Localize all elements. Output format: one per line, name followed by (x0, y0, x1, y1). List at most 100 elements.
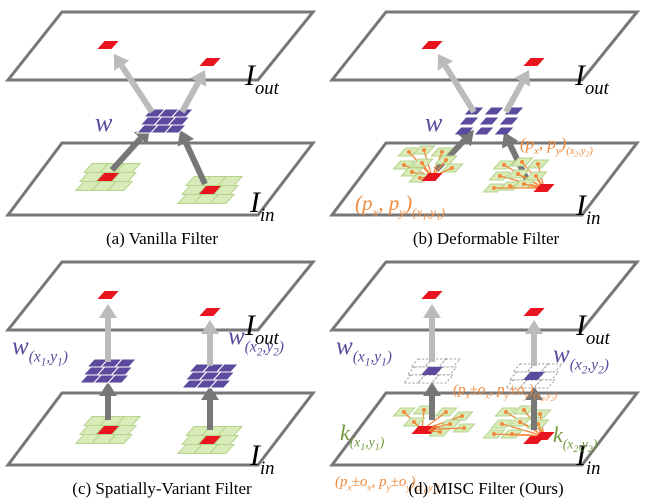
sample-point (444, 410, 448, 414)
output-plane (332, 12, 637, 80)
label-part: ) (379, 435, 385, 451)
sample-point (500, 422, 504, 426)
label-part: ) (553, 391, 557, 402)
label-part: ) (592, 437, 598, 453)
cell (475, 128, 493, 135)
label-part: ) (278, 339, 284, 356)
arrow-head (99, 382, 117, 396)
cell (500, 118, 518, 125)
label-part: ,y (370, 349, 381, 366)
label-part: w (228, 323, 245, 350)
label-part: ) (603, 357, 609, 374)
sample-point (492, 432, 496, 436)
label-part: out (585, 78, 610, 99)
sample-point (538, 412, 542, 416)
label-part: in (260, 458, 274, 479)
output-plane (8, 262, 313, 330)
cell (485, 108, 503, 115)
label-part: , p (378, 191, 399, 215)
label-part: in (260, 205, 274, 226)
caption: (b) Deformable Filter (413, 229, 560, 248)
sample-point (407, 150, 411, 154)
label-part: w (425, 108, 443, 137)
sample-point (444, 158, 448, 162)
label-part: ) (386, 349, 392, 366)
sample-point (402, 163, 406, 167)
label-part: w (336, 333, 353, 360)
math-label: w (425, 108, 443, 137)
label-part: , p (372, 474, 388, 490)
label-part: ,y (46, 349, 57, 366)
sample-point (522, 182, 526, 186)
sample-point (422, 148, 426, 152)
sample-point (504, 410, 508, 414)
label-part: (p (355, 191, 373, 215)
label-part: ) (588, 146, 593, 157)
label-part: (x (570, 357, 582, 374)
panel: IoutIinw(px, py)(x2,y2)(px, py)(x1,y1)(b… (332, 12, 637, 248)
sample-point (492, 186, 496, 190)
arrow-head (423, 382, 441, 396)
label-part: ) (404, 191, 412, 215)
output-plane (332, 262, 637, 330)
panel: IoutIinw(x1,y1)w(x2,y2)k(x1,y1)k(x2,y2)(… (332, 262, 637, 498)
math-label: w(x1,y1) (336, 333, 392, 368)
output-plane (8, 12, 313, 80)
sample-point (450, 166, 454, 170)
sample-point (460, 414, 464, 418)
sample-point (448, 422, 452, 426)
label-part: (x (353, 349, 365, 366)
label-part: ±o (470, 382, 486, 398)
label-part: ±o (391, 474, 407, 490)
caption: (c) Spatially-Variant Filter (72, 479, 252, 498)
label-part: w (553, 341, 570, 368)
sample-point (402, 410, 406, 414)
label-part: in (586, 208, 600, 229)
label-part: (p (335, 474, 348, 490)
caption: (a) Vanilla Filter (106, 229, 218, 248)
sample-point (420, 161, 424, 165)
sample-point (462, 426, 466, 430)
label-part: ±o (509, 382, 525, 398)
label-part: ) (440, 204, 445, 219)
label-part: ,y (427, 204, 436, 219)
sample-point (534, 174, 538, 178)
caption: (d) MISC Filter (Ours) (408, 479, 563, 498)
figure: IoutIinw(a) Vanilla FilterIoutIinw(px, p… (0, 0, 648, 498)
sample-point (422, 408, 426, 412)
label-part: , p (490, 382, 506, 398)
sample-point (536, 162, 540, 166)
sample-point (410, 170, 414, 174)
sample-point (498, 174, 502, 178)
label-part: ) (62, 349, 68, 366)
label-part: , p (539, 134, 556, 153)
label-part: out (255, 78, 280, 99)
label-part: (x (350, 435, 361, 451)
label-part: (x (29, 349, 41, 366)
label-part: (x (412, 204, 422, 219)
sample-point (440, 150, 444, 154)
label-part: w (95, 108, 113, 137)
label-part: (x (563, 437, 574, 453)
input-plane (8, 393, 313, 465)
math-label: w(x1,y1) (12, 333, 68, 368)
label-part: ,y (587, 357, 598, 374)
sample-point (516, 172, 520, 176)
sample-point (438, 430, 442, 434)
sample-point (522, 408, 526, 412)
label-part: w (12, 333, 29, 360)
cell (480, 118, 498, 125)
arrow-shaft (182, 82, 198, 112)
sample-point (412, 420, 416, 424)
cell (460, 118, 478, 125)
math-label: w (95, 108, 113, 137)
sample-point (418, 176, 422, 180)
sample-point (520, 160, 524, 164)
label-part: ±o (352, 474, 368, 490)
sample-point (518, 420, 522, 424)
sample-point (502, 163, 506, 167)
cell (495, 128, 513, 135)
label-part: out (586, 328, 611, 349)
